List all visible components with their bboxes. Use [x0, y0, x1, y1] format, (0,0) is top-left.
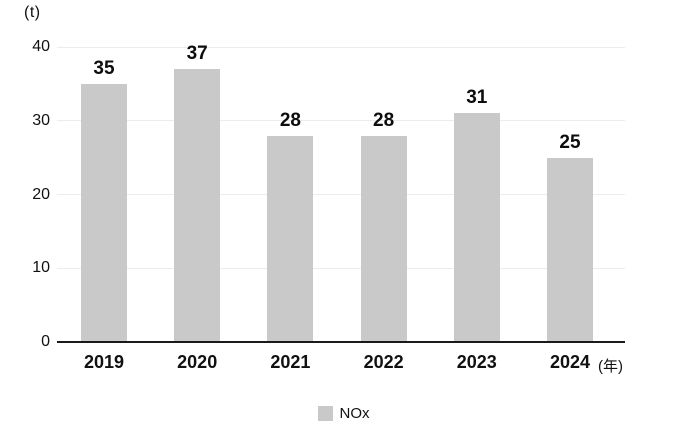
bar [174, 69, 221, 342]
bar-value-label: 35 [93, 57, 115, 79]
x-axis-label: 2024 [549, 352, 591, 372]
x-axis-label: 2021 [270, 352, 311, 372]
legend-swatch-icon [317, 405, 333, 421]
bar [453, 113, 500, 342]
x-axis-label: 2020 [177, 352, 218, 372]
gridline [57, 46, 625, 48]
bar [360, 135, 407, 342]
x-axis-label: 2019 [83, 352, 125, 372]
y-axis-tick-label: 20 [32, 185, 50, 203]
y-axis-tick-label: 40 [32, 38, 50, 55]
x-axis-line [57, 341, 625, 343]
gridline [57, 120, 625, 122]
bar [547, 157, 593, 342]
x-axis-label: 2022 [363, 352, 404, 372]
legend: NOx [0, 403, 687, 423]
bar [81, 83, 127, 342]
bar-value-label: 31 [466, 87, 488, 109]
bar-value-label: 28 [279, 109, 301, 131]
x-axis-suffix: (年) [598, 358, 623, 375]
bar-value-label: 28 [373, 109, 395, 131]
bar-value-label: 25 [559, 131, 581, 153]
gridline [57, 194, 625, 195]
y-axis-tick-label: 0 [41, 333, 50, 350]
legend-label: NOx [339, 404, 370, 422]
gridline [57, 267, 625, 269]
y-axis-unit-label: (t) [24, 4, 41, 21]
y-axis-tick-label: 30 [32, 111, 50, 129]
x-axis-label: 2023 [456, 352, 497, 372]
y-axis-tick-label: 10 [32, 259, 50, 277]
bar [267, 135, 314, 342]
bar-value-label: 37 [186, 43, 208, 65]
